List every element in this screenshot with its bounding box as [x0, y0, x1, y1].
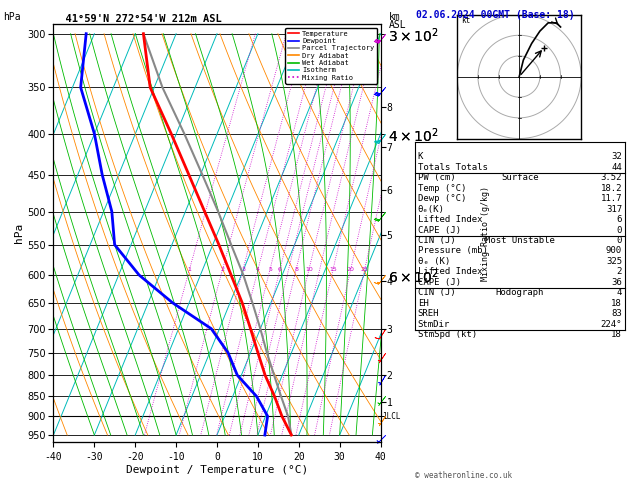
Y-axis label: hPa: hPa	[14, 223, 25, 243]
Text: 5: 5	[268, 267, 272, 272]
Text: Surface: Surface	[501, 173, 538, 182]
Text: 41°59'N 272°54'W 212m ASL: 41°59'N 272°54'W 212m ASL	[53, 14, 222, 23]
Text: Dewp (°C): Dewp (°C)	[418, 194, 466, 203]
Text: © weatheronline.co.uk: © weatheronline.co.uk	[415, 471, 512, 480]
Text: hPa: hPa	[3, 12, 21, 22]
Text: 18.2: 18.2	[601, 184, 622, 193]
Text: 4: 4	[616, 288, 622, 297]
Text: K: K	[418, 153, 423, 161]
Text: 18: 18	[611, 330, 622, 339]
Text: 2: 2	[616, 267, 622, 277]
Y-axis label: Mixing Ratio (g/kg): Mixing Ratio (g/kg)	[481, 186, 489, 281]
Text: km: km	[389, 12, 401, 22]
Text: 900: 900	[606, 246, 622, 256]
Text: StmSpd (kt): StmSpd (kt)	[418, 330, 477, 339]
Text: 11.7: 11.7	[601, 194, 622, 203]
Text: Most Unstable: Most Unstable	[485, 236, 555, 245]
Text: 0: 0	[616, 236, 622, 245]
Text: Temp (°C): Temp (°C)	[418, 184, 466, 193]
Text: 44: 44	[611, 163, 622, 172]
Text: SREH: SREH	[418, 309, 439, 318]
Text: 3.52: 3.52	[601, 173, 622, 182]
Text: 83: 83	[611, 309, 622, 318]
Text: 224°: 224°	[601, 319, 622, 329]
Text: Hodograph: Hodograph	[496, 288, 544, 297]
Text: StmDir: StmDir	[418, 319, 450, 329]
Text: 6: 6	[616, 215, 622, 224]
Text: CIN (J): CIN (J)	[418, 236, 455, 245]
Text: 10: 10	[305, 267, 313, 272]
Text: ASL: ASL	[389, 20, 406, 31]
Text: CAPE (J): CAPE (J)	[418, 226, 460, 235]
Text: kt: kt	[462, 16, 470, 25]
Text: 02.06.2024 00GMT (Base: 18): 02.06.2024 00GMT (Base: 18)	[416, 10, 575, 20]
Text: 32: 32	[611, 153, 622, 161]
Text: 4: 4	[256, 267, 260, 272]
Text: PW (cm): PW (cm)	[418, 173, 455, 182]
Text: Lifted Index: Lifted Index	[418, 267, 482, 277]
Text: CAPE (J): CAPE (J)	[418, 278, 460, 287]
Text: 3: 3	[241, 267, 245, 272]
Text: 1LCL: 1LCL	[382, 412, 401, 421]
Text: 1: 1	[187, 267, 191, 272]
Legend: Temperature, Dewpoint, Parcel Trajectory, Dry Adiabat, Wet Adiabat, Isotherm, Mi: Temperature, Dewpoint, Parcel Trajectory…	[286, 28, 377, 84]
X-axis label: Dewpoint / Temperature (°C): Dewpoint / Temperature (°C)	[126, 465, 308, 475]
Text: Pressure (mb): Pressure (mb)	[418, 246, 487, 256]
Text: θₑ(K): θₑ(K)	[418, 205, 445, 214]
Text: Totals Totals: Totals Totals	[418, 163, 487, 172]
Text: 325: 325	[606, 257, 622, 266]
Text: 20: 20	[347, 267, 355, 272]
Text: EH: EH	[418, 298, 428, 308]
Text: 25: 25	[361, 267, 369, 272]
Text: 0: 0	[616, 226, 622, 235]
Text: 8: 8	[294, 267, 298, 272]
Text: 6: 6	[278, 267, 282, 272]
Text: Lifted Index: Lifted Index	[418, 215, 482, 224]
Text: 18: 18	[611, 298, 622, 308]
Text: 36: 36	[611, 278, 622, 287]
Text: CIN (J): CIN (J)	[418, 288, 455, 297]
Text: 317: 317	[606, 205, 622, 214]
Text: θₑ (K): θₑ (K)	[418, 257, 450, 266]
Text: 15: 15	[329, 267, 337, 272]
Text: 2: 2	[221, 267, 225, 272]
